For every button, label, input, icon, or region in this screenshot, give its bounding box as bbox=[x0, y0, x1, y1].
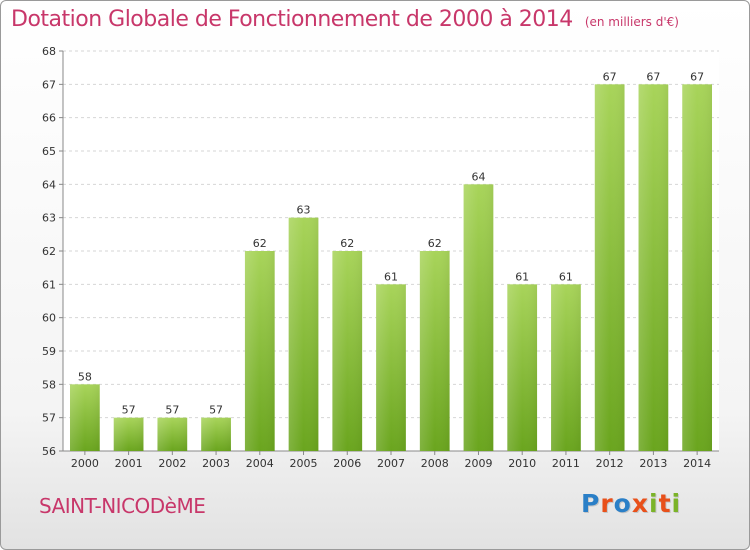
bar-shade bbox=[594, 84, 625, 451]
y-tick-label: 56 bbox=[42, 445, 56, 458]
logo-letter: t bbox=[658, 489, 672, 518]
y-tick-label: 60 bbox=[42, 312, 56, 325]
x-tick-label: 2007 bbox=[377, 457, 405, 470]
x-tick-label: 2009 bbox=[464, 457, 492, 470]
x-tick-label: 2006 bbox=[333, 457, 361, 470]
bar-value-label: 63 bbox=[297, 204, 311, 217]
bar-value-label: 67 bbox=[603, 70, 617, 83]
logo-letter: i bbox=[649, 489, 659, 518]
x-tick-label: 2002 bbox=[158, 457, 186, 470]
bar-value-label: 67 bbox=[690, 70, 704, 83]
bar-shade bbox=[551, 284, 581, 451]
y-tick-label: 66 bbox=[42, 112, 56, 125]
logo-letter: P bbox=[581, 489, 601, 518]
bar-shade bbox=[507, 284, 538, 451]
y-tick-label: 67 bbox=[42, 78, 56, 91]
x-tick-label: 2004 bbox=[246, 457, 274, 470]
logo-letter: x bbox=[631, 489, 649, 518]
x-tick-label: 2003 bbox=[202, 457, 230, 470]
x-tick-label: 2005 bbox=[290, 457, 318, 470]
bar-shade bbox=[376, 284, 406, 451]
bar-shade bbox=[69, 384, 100, 451]
bar-value-label: 61 bbox=[515, 270, 529, 283]
bar-shade bbox=[682, 84, 713, 451]
bar-value-label: 62 bbox=[253, 237, 267, 250]
y-tick-label: 64 bbox=[42, 178, 56, 191]
x-tick-label: 2010 bbox=[508, 457, 536, 470]
y-tick-label: 59 bbox=[42, 345, 56, 358]
bar-value-label: 57 bbox=[165, 404, 179, 417]
bar-value-label: 67 bbox=[646, 70, 660, 83]
bar-shade bbox=[244, 251, 275, 451]
bar-value-label: 61 bbox=[384, 270, 398, 283]
x-tick-label: 2000 bbox=[71, 457, 99, 470]
bar-value-label: 61 bbox=[559, 270, 573, 283]
logo-letter: o bbox=[613, 489, 632, 518]
chart-title-block: Dotation Globale de Fonctionnement de 20… bbox=[11, 7, 679, 32]
bar-shade bbox=[463, 184, 494, 452]
commune-name: SAINT-NICODèME bbox=[39, 494, 206, 518]
bar-shade bbox=[638, 84, 669, 451]
bar-value-label: 57 bbox=[122, 404, 136, 417]
proxiti-logo: Proxiti bbox=[581, 489, 681, 518]
bar-shade bbox=[419, 251, 450, 451]
bar-value-label: 57 bbox=[209, 404, 223, 417]
bar-shade bbox=[332, 251, 363, 451]
x-tick-label: 2008 bbox=[421, 457, 449, 470]
y-tick-label: 62 bbox=[42, 245, 56, 258]
y-tick-label: 58 bbox=[42, 378, 56, 391]
x-tick-label: 2012 bbox=[596, 457, 624, 470]
x-tick-label: 2013 bbox=[639, 457, 667, 470]
bar-shade bbox=[157, 417, 188, 451]
logo-letter: r bbox=[600, 489, 614, 518]
y-tick-label: 63 bbox=[42, 212, 56, 225]
x-tick-label: 2014 bbox=[683, 457, 711, 470]
bar-value-label: 62 bbox=[428, 237, 442, 250]
bar-shade bbox=[113, 417, 144, 451]
bar-value-label: 58 bbox=[78, 370, 92, 383]
y-tick-label: 57 bbox=[42, 412, 56, 425]
y-tick-label: 68 bbox=[42, 45, 56, 58]
chart-title: Dotation Globale de Fonctionnement de 20… bbox=[11, 7, 573, 32]
chart-subtitle: (en milliers d'€) bbox=[584, 15, 679, 29]
bar-shade bbox=[201, 417, 231, 451]
y-tick-label: 61 bbox=[42, 278, 56, 291]
x-tick-label: 2001 bbox=[115, 457, 143, 470]
bar-value-label: 64 bbox=[471, 170, 485, 183]
bar-value-label: 62 bbox=[340, 237, 354, 250]
x-tick-label: 2011 bbox=[552, 457, 580, 470]
logo-letter: i bbox=[671, 489, 682, 518]
bar-shade bbox=[288, 217, 319, 451]
y-tick-label: 65 bbox=[42, 145, 56, 158]
